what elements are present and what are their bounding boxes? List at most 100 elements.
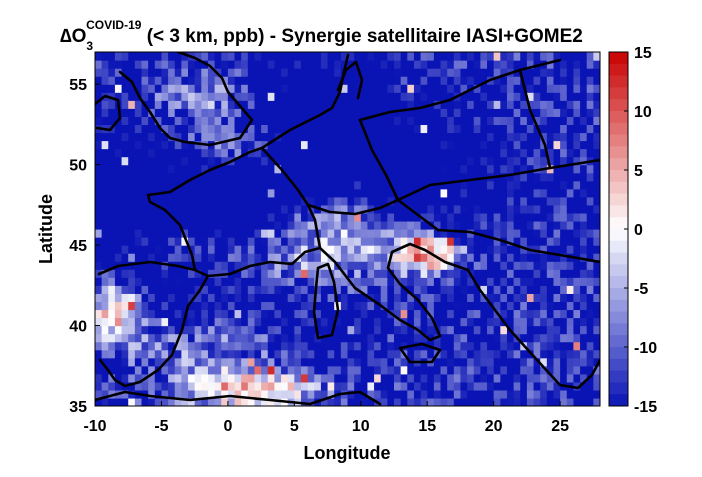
heatmap-cell	[506, 212, 515, 222]
heatmap-cell	[261, 325, 269, 335]
heatmap-cell	[154, 156, 163, 166]
heatmap-cell	[374, 261, 382, 270]
heatmap-cell	[586, 325, 594, 335]
heatmap-cell	[274, 68, 282, 77]
heatmap-cell	[300, 220, 309, 230]
heatmap-cell	[453, 84, 462, 93]
heatmap-cell	[440, 381, 448, 391]
heatmap-cell	[154, 277, 163, 286]
heatmap-cell	[493, 60, 501, 69]
heatmap-cell	[546, 333, 555, 343]
heatmap-cell	[467, 220, 475, 230]
heatmap-cell	[334, 333, 342, 343]
heatmap-cell	[267, 301, 275, 311]
heatmap-cell	[141, 341, 149, 351]
heatmap-cell	[407, 293, 415, 303]
heatmap-cell	[234, 76, 242, 85]
heatmap-cell	[161, 253, 169, 262]
heatmap-cell	[320, 60, 329, 69]
heatmap-cell	[400, 212, 408, 222]
heatmap-cell	[95, 389, 103, 399]
heatmap-cell	[101, 188, 109, 198]
heatmap-cell	[493, 341, 501, 351]
heatmap-cell	[188, 60, 196, 69]
heatmap-cell	[101, 373, 109, 383]
heatmap-cell	[267, 132, 275, 142]
heatmap-cell	[181, 357, 189, 367]
heatmap-cell	[320, 349, 329, 359]
heatmap-cell	[540, 365, 548, 375]
heatmap-cell	[513, 68, 521, 77]
heatmap-cell	[553, 180, 561, 190]
heatmap-cell	[593, 124, 600, 134]
heatmap-cell	[334, 204, 342, 214]
heatmap-cell	[394, 116, 402, 126]
heatmap-cell	[526, 116, 535, 126]
heatmap-cell	[294, 317, 302, 327]
heatmap-cell	[254, 84, 262, 93]
heatmap-cell	[168, 333, 176, 343]
heatmap-cell	[420, 172, 428, 182]
heatmap-cell	[540, 253, 548, 262]
heatmap-cell	[540, 148, 548, 158]
heatmap-cell	[241, 229, 249, 238]
heatmap-cell	[181, 220, 189, 230]
heatmap-cell	[360, 365, 369, 375]
heatmap-cell	[207, 148, 216, 158]
heatmap-cell	[580, 349, 588, 359]
heatmap-cell	[586, 261, 594, 270]
heatmap-cell	[281, 341, 289, 351]
heatmap-cell	[460, 365, 468, 375]
heatmap-cell	[374, 333, 382, 343]
heatmap-cell	[460, 349, 468, 359]
heatmap-cell	[433, 132, 442, 142]
heatmap-cell	[506, 309, 515, 319]
heatmap-cell	[380, 237, 388, 246]
heatmap-cell	[161, 269, 169, 278]
heatmap-cell	[586, 92, 594, 101]
heatmap-cell	[221, 188, 229, 198]
heatmap-cell	[566, 373, 575, 383]
heatmap-cell	[580, 397, 588, 406]
heatmap-cell	[540, 357, 548, 367]
heatmap-cell	[254, 100, 262, 109]
heatmap-cell	[374, 92, 382, 101]
heatmap-cell	[520, 188, 528, 198]
heatmap-cell	[154, 245, 163, 254]
heatmap-cell	[261, 277, 269, 286]
heatmap-cell	[480, 389, 488, 399]
heatmap-cell	[227, 172, 236, 182]
heatmap-cell	[214, 317, 222, 327]
heatmap-cell	[340, 253, 349, 262]
heatmap-cell	[513, 220, 521, 230]
heatmap-cell	[307, 253, 315, 262]
heatmap-cell	[300, 293, 309, 303]
heatmap-cell	[95, 132, 103, 142]
heatmap-cell	[433, 172, 442, 182]
heatmap-cell	[526, 92, 535, 101]
heatmap-cell	[360, 220, 369, 230]
heatmap-cell	[114, 357, 123, 367]
heatmap-cell	[340, 116, 349, 126]
heatmap-cell	[287, 212, 295, 222]
heatmap-cell	[526, 301, 535, 311]
heatmap-cell	[281, 156, 289, 166]
heatmap-cell	[420, 253, 428, 262]
heatmap-cell	[487, 341, 495, 351]
heatmap-cell	[148, 60, 156, 69]
heatmap-cell	[394, 92, 402, 101]
heatmap-cell	[161, 212, 169, 222]
heatmap-cell	[161, 172, 169, 182]
heatmap-cell	[380, 397, 388, 406]
heatmap-cell	[367, 245, 375, 254]
x-tick-label: -5	[154, 418, 168, 435]
heatmap-cell	[533, 52, 541, 61]
heatmap-cell	[254, 389, 262, 399]
heatmap-cell	[513, 60, 521, 69]
heatmap-cell	[114, 269, 123, 278]
heatmap-cell	[114, 397, 123, 406]
heatmap-cell	[281, 124, 289, 134]
heatmap-cell	[354, 84, 362, 93]
heatmap-cell	[128, 132, 136, 142]
heatmap-cell	[573, 309, 581, 319]
